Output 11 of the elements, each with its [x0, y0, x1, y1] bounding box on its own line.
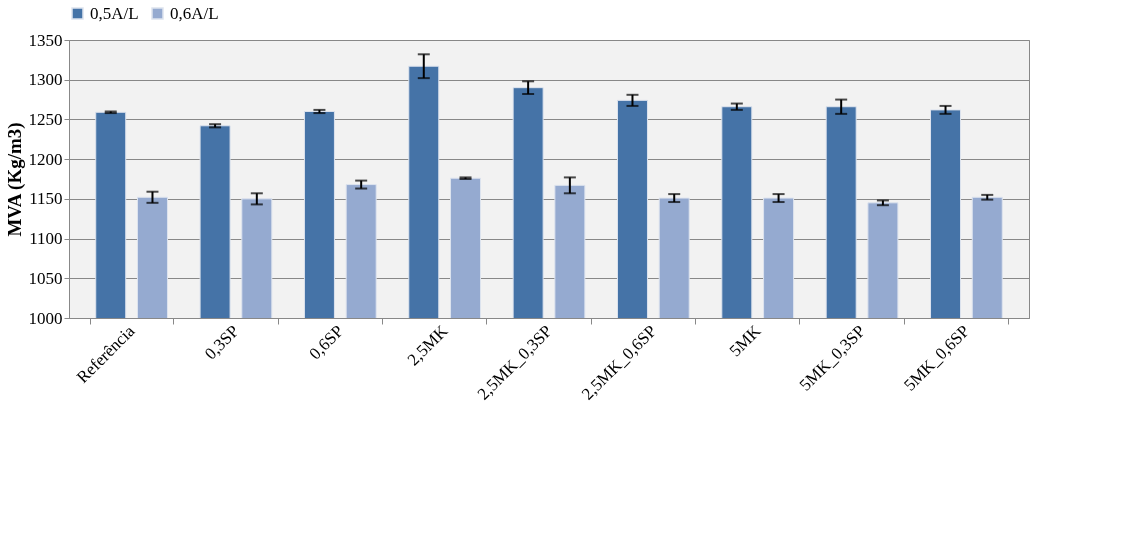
y-tick-label: 1150 — [29, 189, 63, 209]
y-tick-label: 1100 — [29, 229, 63, 249]
legend-label: 0,6A/L — [170, 3, 219, 23]
legend-label: 0,5A/L — [90, 3, 139, 23]
y-tick-label: 1300 — [28, 70, 63, 90]
y-tick-label: 1050 — [28, 268, 63, 288]
y-tick-label: 1350 — [28, 30, 63, 50]
y-tick-label: 1200 — [28, 149, 63, 169]
y-axis-title: MVA (Kg/m3) — [3, 122, 26, 237]
y-tick-label: 1250 — [28, 109, 63, 129]
y-tick-label: 1000 — [28, 308, 63, 328]
